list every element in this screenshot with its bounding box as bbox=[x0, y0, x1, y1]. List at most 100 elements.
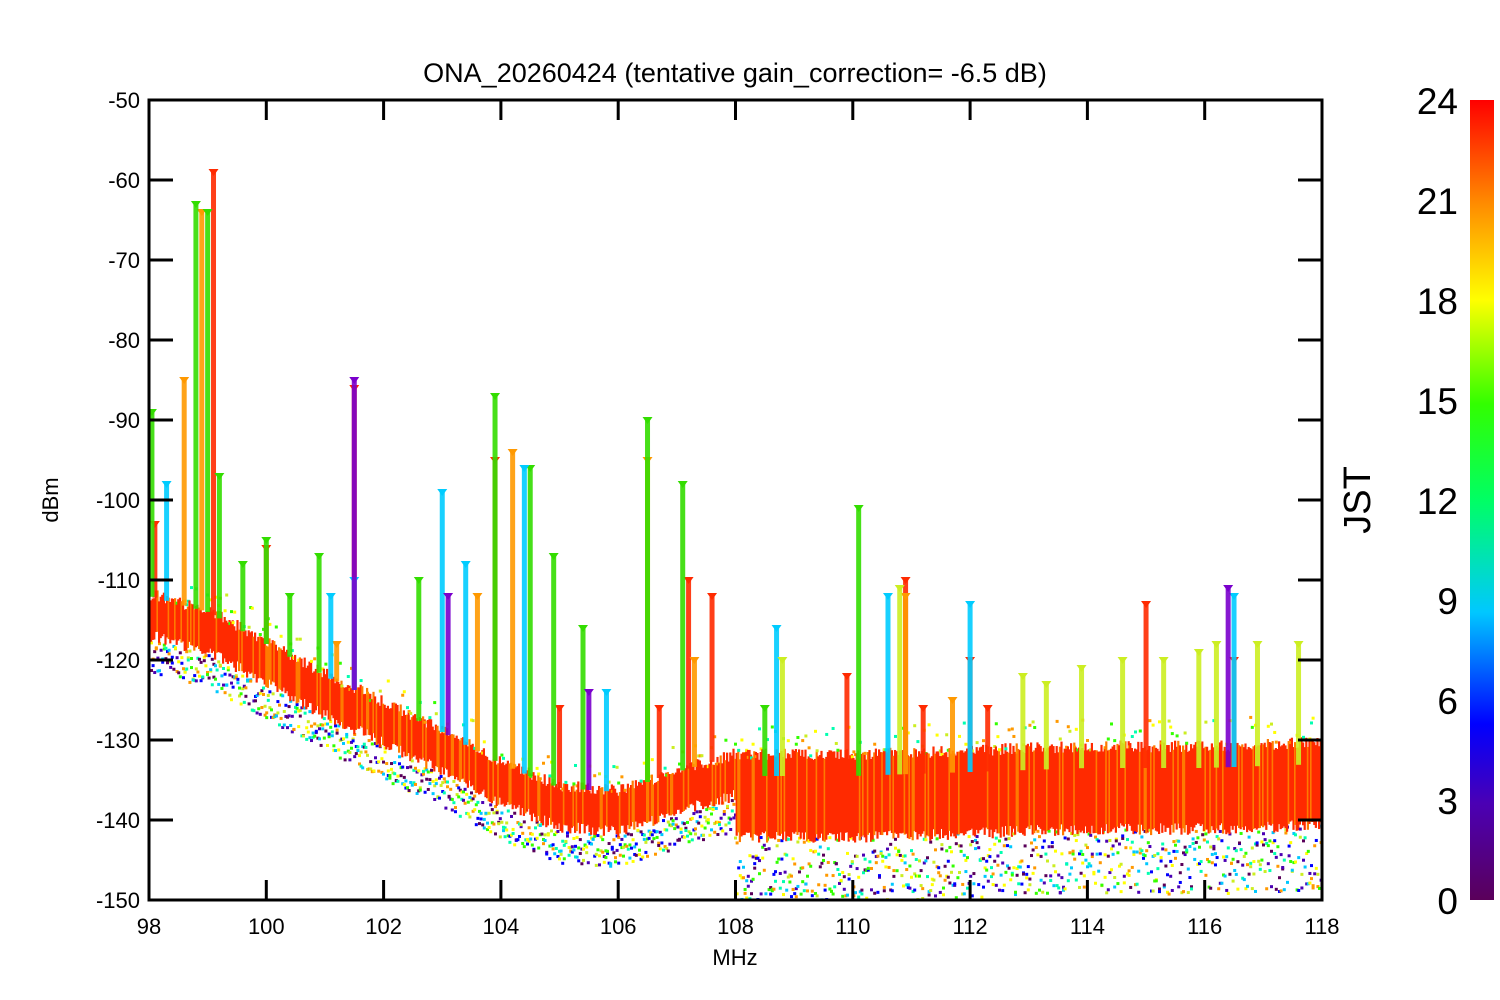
sweep-point bbox=[962, 721, 966, 725]
sweep-point bbox=[342, 737, 345, 741]
sweep-column bbox=[730, 755, 733, 798]
sweep-column bbox=[612, 785, 615, 828]
sweep-point bbox=[1303, 836, 1307, 840]
sweep-point bbox=[1300, 886, 1304, 890]
sweep-point bbox=[226, 666, 230, 670]
sweep-column bbox=[780, 751, 783, 834]
sweep-point bbox=[742, 876, 745, 880]
sweep-column bbox=[450, 734, 453, 776]
sweep-point bbox=[204, 664, 208, 668]
sweep-point bbox=[1166, 890, 1169, 894]
sweep-column bbox=[386, 705, 389, 748]
sweep-column bbox=[1154, 747, 1157, 831]
sweep-point bbox=[964, 870, 968, 874]
sweep-point bbox=[1018, 865, 1022, 869]
sweep-point bbox=[1172, 849, 1176, 853]
sweep-column bbox=[966, 748, 969, 832]
sweep-point bbox=[993, 859, 997, 863]
sweep-point bbox=[439, 783, 443, 787]
sweep-point bbox=[423, 767, 427, 771]
sweep-point bbox=[572, 848, 576, 852]
sweep-point bbox=[743, 891, 747, 895]
sweep-point bbox=[418, 788, 422, 792]
sweep-point bbox=[161, 660, 165, 664]
sweep-point bbox=[553, 852, 557, 856]
sweep-point bbox=[218, 663, 222, 667]
sweep-point bbox=[538, 833, 542, 837]
sweep-point bbox=[1190, 885, 1193, 889]
sweep-column bbox=[1308, 741, 1311, 824]
sweep-point bbox=[1311, 884, 1315, 888]
sweep-column bbox=[1311, 739, 1314, 822]
sweep-point bbox=[1164, 848, 1168, 852]
sweep-point bbox=[716, 833, 720, 837]
sweep-point bbox=[1314, 866, 1318, 870]
sweep-point bbox=[260, 706, 264, 710]
sweep-point bbox=[750, 756, 753, 760]
sweep-point bbox=[1207, 860, 1211, 864]
sweep-point bbox=[1089, 748, 1093, 752]
sweep-point bbox=[615, 848, 619, 852]
peak-marker bbox=[413, 577, 424, 584]
sweep-point bbox=[1175, 734, 1179, 738]
sweep-column bbox=[279, 648, 282, 690]
sweep-column bbox=[457, 738, 460, 781]
sweep-point bbox=[522, 845, 526, 849]
sweep-point bbox=[406, 706, 409, 710]
sweep-point bbox=[922, 837, 926, 841]
sweep-point bbox=[434, 778, 438, 782]
sweep-point bbox=[322, 717, 326, 721]
sweep-point bbox=[790, 874, 793, 878]
sweep-column bbox=[1292, 747, 1295, 830]
sweep-point bbox=[650, 840, 654, 844]
sweep-column bbox=[684, 768, 687, 810]
sweep-point bbox=[794, 895, 798, 899]
sweep-column bbox=[322, 668, 325, 711]
sweep-column bbox=[1305, 737, 1308, 821]
sweep-column bbox=[1249, 748, 1252, 831]
sweep-point bbox=[1158, 720, 1161, 724]
sweep-point bbox=[1161, 847, 1165, 851]
sweep-point bbox=[642, 761, 646, 765]
sweep-point bbox=[311, 731, 315, 735]
sweep-point bbox=[351, 737, 355, 741]
sweep-point bbox=[242, 700, 246, 704]
sweep-point bbox=[298, 637, 302, 641]
sweep-column bbox=[1274, 748, 1277, 831]
peak-marker bbox=[460, 561, 471, 568]
sweep-point bbox=[1218, 829, 1222, 833]
sweep-point bbox=[842, 887, 846, 891]
sweep-point bbox=[1233, 868, 1237, 872]
sweep-point bbox=[994, 883, 998, 887]
sweep-point bbox=[612, 851, 616, 855]
peak-marker bbox=[349, 377, 360, 384]
sweep-point bbox=[772, 887, 776, 891]
sweep-column bbox=[722, 752, 725, 794]
sweep-column bbox=[1066, 746, 1069, 830]
sweep-point bbox=[1290, 868, 1294, 872]
sweep-column bbox=[921, 750, 924, 834]
sweep-column bbox=[170, 598, 173, 640]
sweep-point bbox=[1270, 722, 1273, 726]
sweep-point bbox=[982, 857, 985, 861]
sweep-point bbox=[1287, 844, 1291, 848]
sweep-point bbox=[454, 806, 457, 810]
sweep-point bbox=[209, 668, 213, 672]
sweep-point bbox=[1199, 869, 1203, 873]
sweep-point bbox=[1222, 873, 1225, 877]
sweep-point bbox=[662, 848, 665, 852]
sweep-point bbox=[969, 874, 973, 878]
sweep-point bbox=[727, 821, 731, 825]
sweep-column bbox=[220, 611, 223, 654]
sweep-column bbox=[500, 763, 503, 805]
sweep-point bbox=[460, 797, 464, 801]
sweep-point bbox=[884, 865, 888, 869]
sweep-point bbox=[959, 844, 963, 848]
sweep-point bbox=[202, 659, 206, 663]
sweep-point bbox=[665, 828, 669, 832]
sweep-point bbox=[935, 865, 939, 869]
peak-marker bbox=[882, 593, 893, 600]
sweep-point bbox=[1183, 853, 1187, 857]
sweep-point bbox=[367, 739, 371, 743]
sweep-point bbox=[1215, 835, 1219, 839]
